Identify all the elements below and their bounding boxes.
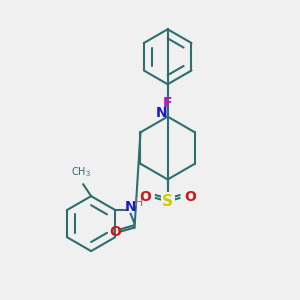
Text: O: O [139, 190, 151, 204]
Text: CH$_3$: CH$_3$ [71, 166, 91, 179]
Text: N: N [156, 106, 168, 120]
Text: O: O [184, 190, 196, 204]
Text: S: S [162, 194, 173, 208]
Text: N: N [125, 200, 136, 214]
Text: F: F [163, 96, 172, 110]
Text: O: O [109, 225, 121, 239]
Text: H: H [134, 196, 143, 209]
